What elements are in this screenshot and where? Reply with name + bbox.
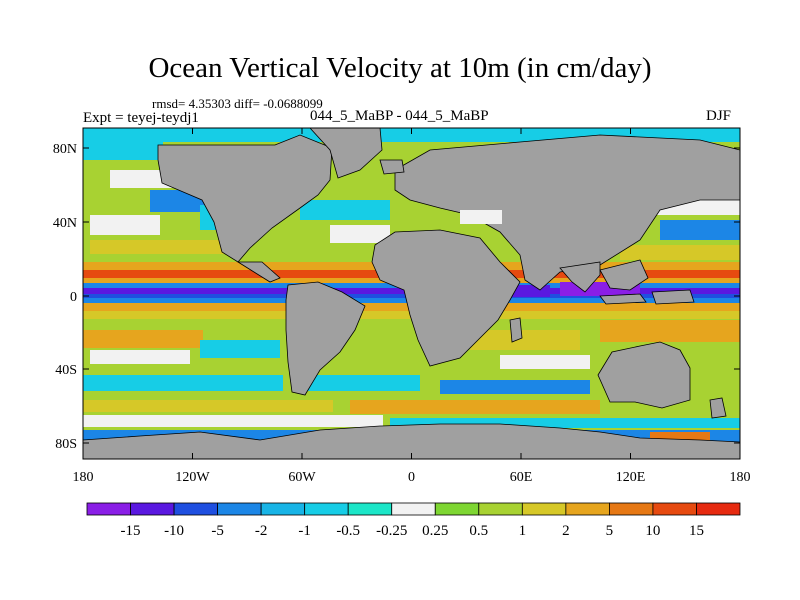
south-america	[285, 281, 366, 396]
season-label: DJF	[706, 108, 732, 124]
australia	[597, 341, 691, 409]
africa	[371, 229, 521, 367]
case-label: 044_5_MaBP - 044_5_MaBP	[310, 108, 489, 124]
colorbar-swatch	[347, 502, 393, 516]
map-title: Ocean Vertical Velocity at 10m (in cm/da…	[148, 52, 652, 84]
colorbar-label: -5	[211, 523, 224, 539]
colorbar-swatch	[130, 502, 175, 516]
colorbar-label: 5	[606, 523, 614, 539]
colorbar-label: 0.25	[422, 523, 448, 539]
x-tick-label: 180	[73, 470, 94, 485]
india	[559, 261, 601, 293]
caspian-patch	[460, 210, 502, 224]
colorbar-swatch	[652, 502, 697, 516]
uk-iceland	[379, 159, 405, 175]
colorbar-swatch	[260, 502, 306, 516]
land-masses	[83, 128, 740, 459]
y-tick-label: 80S	[55, 437, 77, 452]
ocean-field	[83, 128, 740, 459]
colorbar-label: 2	[562, 523, 570, 539]
x-tick-label: 180	[730, 470, 751, 485]
new-zealand	[709, 397, 727, 419]
colorbar-label: 15	[689, 523, 704, 539]
colorbar-swatch	[609, 502, 654, 516]
indonesia-2	[651, 289, 695, 305]
x-axis: 180 120W 60W 0 60E 120E 180	[73, 128, 751, 485]
colorbar-label: -10	[164, 523, 184, 539]
greenland	[309, 128, 383, 179]
x-tick-label: 60W	[288, 470, 316, 485]
central-america	[236, 261, 281, 283]
x-tick-label: 120E	[616, 470, 646, 485]
antarctica	[83, 423, 740, 459]
colorbar-swatch	[696, 502, 741, 516]
stats-text: rmsd= 4.35303 diff= -0.0688099	[152, 96, 323, 111]
colorbar-label: -0.5	[336, 523, 360, 539]
colorbar-swatch	[478, 502, 523, 516]
north-america	[157, 134, 333, 263]
colorbar-label: -2	[255, 523, 268, 539]
colorbar-swatch	[391, 502, 436, 516]
madagascar	[509, 317, 523, 343]
indonesia-1	[599, 293, 647, 305]
y-axis: 80N 40N 0 40S 80S	[53, 142, 740, 452]
y-tick-label: 0	[70, 290, 77, 305]
colorbar-label: 0.5	[469, 523, 488, 539]
colorbar-label: -15	[121, 523, 141, 539]
colorbar-label: -1	[298, 523, 311, 539]
x-tick-label: 0	[408, 470, 415, 485]
colorbar-swatch	[565, 502, 610, 516]
y-tick-label: 40S	[55, 363, 77, 378]
colorbar: -15 -10 -5 -2 -1 -0.5 -0.25 0.25 0.5 1 2 5 10 15	[86, 502, 741, 539]
colorbar-label: 10	[645, 523, 660, 539]
x-tick-label: 60E	[510, 470, 533, 485]
experiment-label: Expt = teyej-teydj1	[83, 110, 199, 126]
colorbar-label: 1	[519, 523, 527, 539]
colorbar-swatch	[217, 502, 262, 516]
colorbar-swatch	[173, 502, 218, 516]
colorbar-swatch	[304, 502, 349, 516]
x-tick-label: 120W	[175, 470, 210, 485]
colorbar-label: -0.25	[376, 523, 407, 539]
y-tick-label: 40N	[53, 216, 77, 231]
southeast-asia	[599, 259, 649, 291]
y-tick-label: 80N	[53, 142, 77, 157]
colorbar-swatch	[434, 502, 480, 516]
colorbar-swatch	[86, 502, 131, 516]
colorbar-swatch	[521, 502, 567, 516]
